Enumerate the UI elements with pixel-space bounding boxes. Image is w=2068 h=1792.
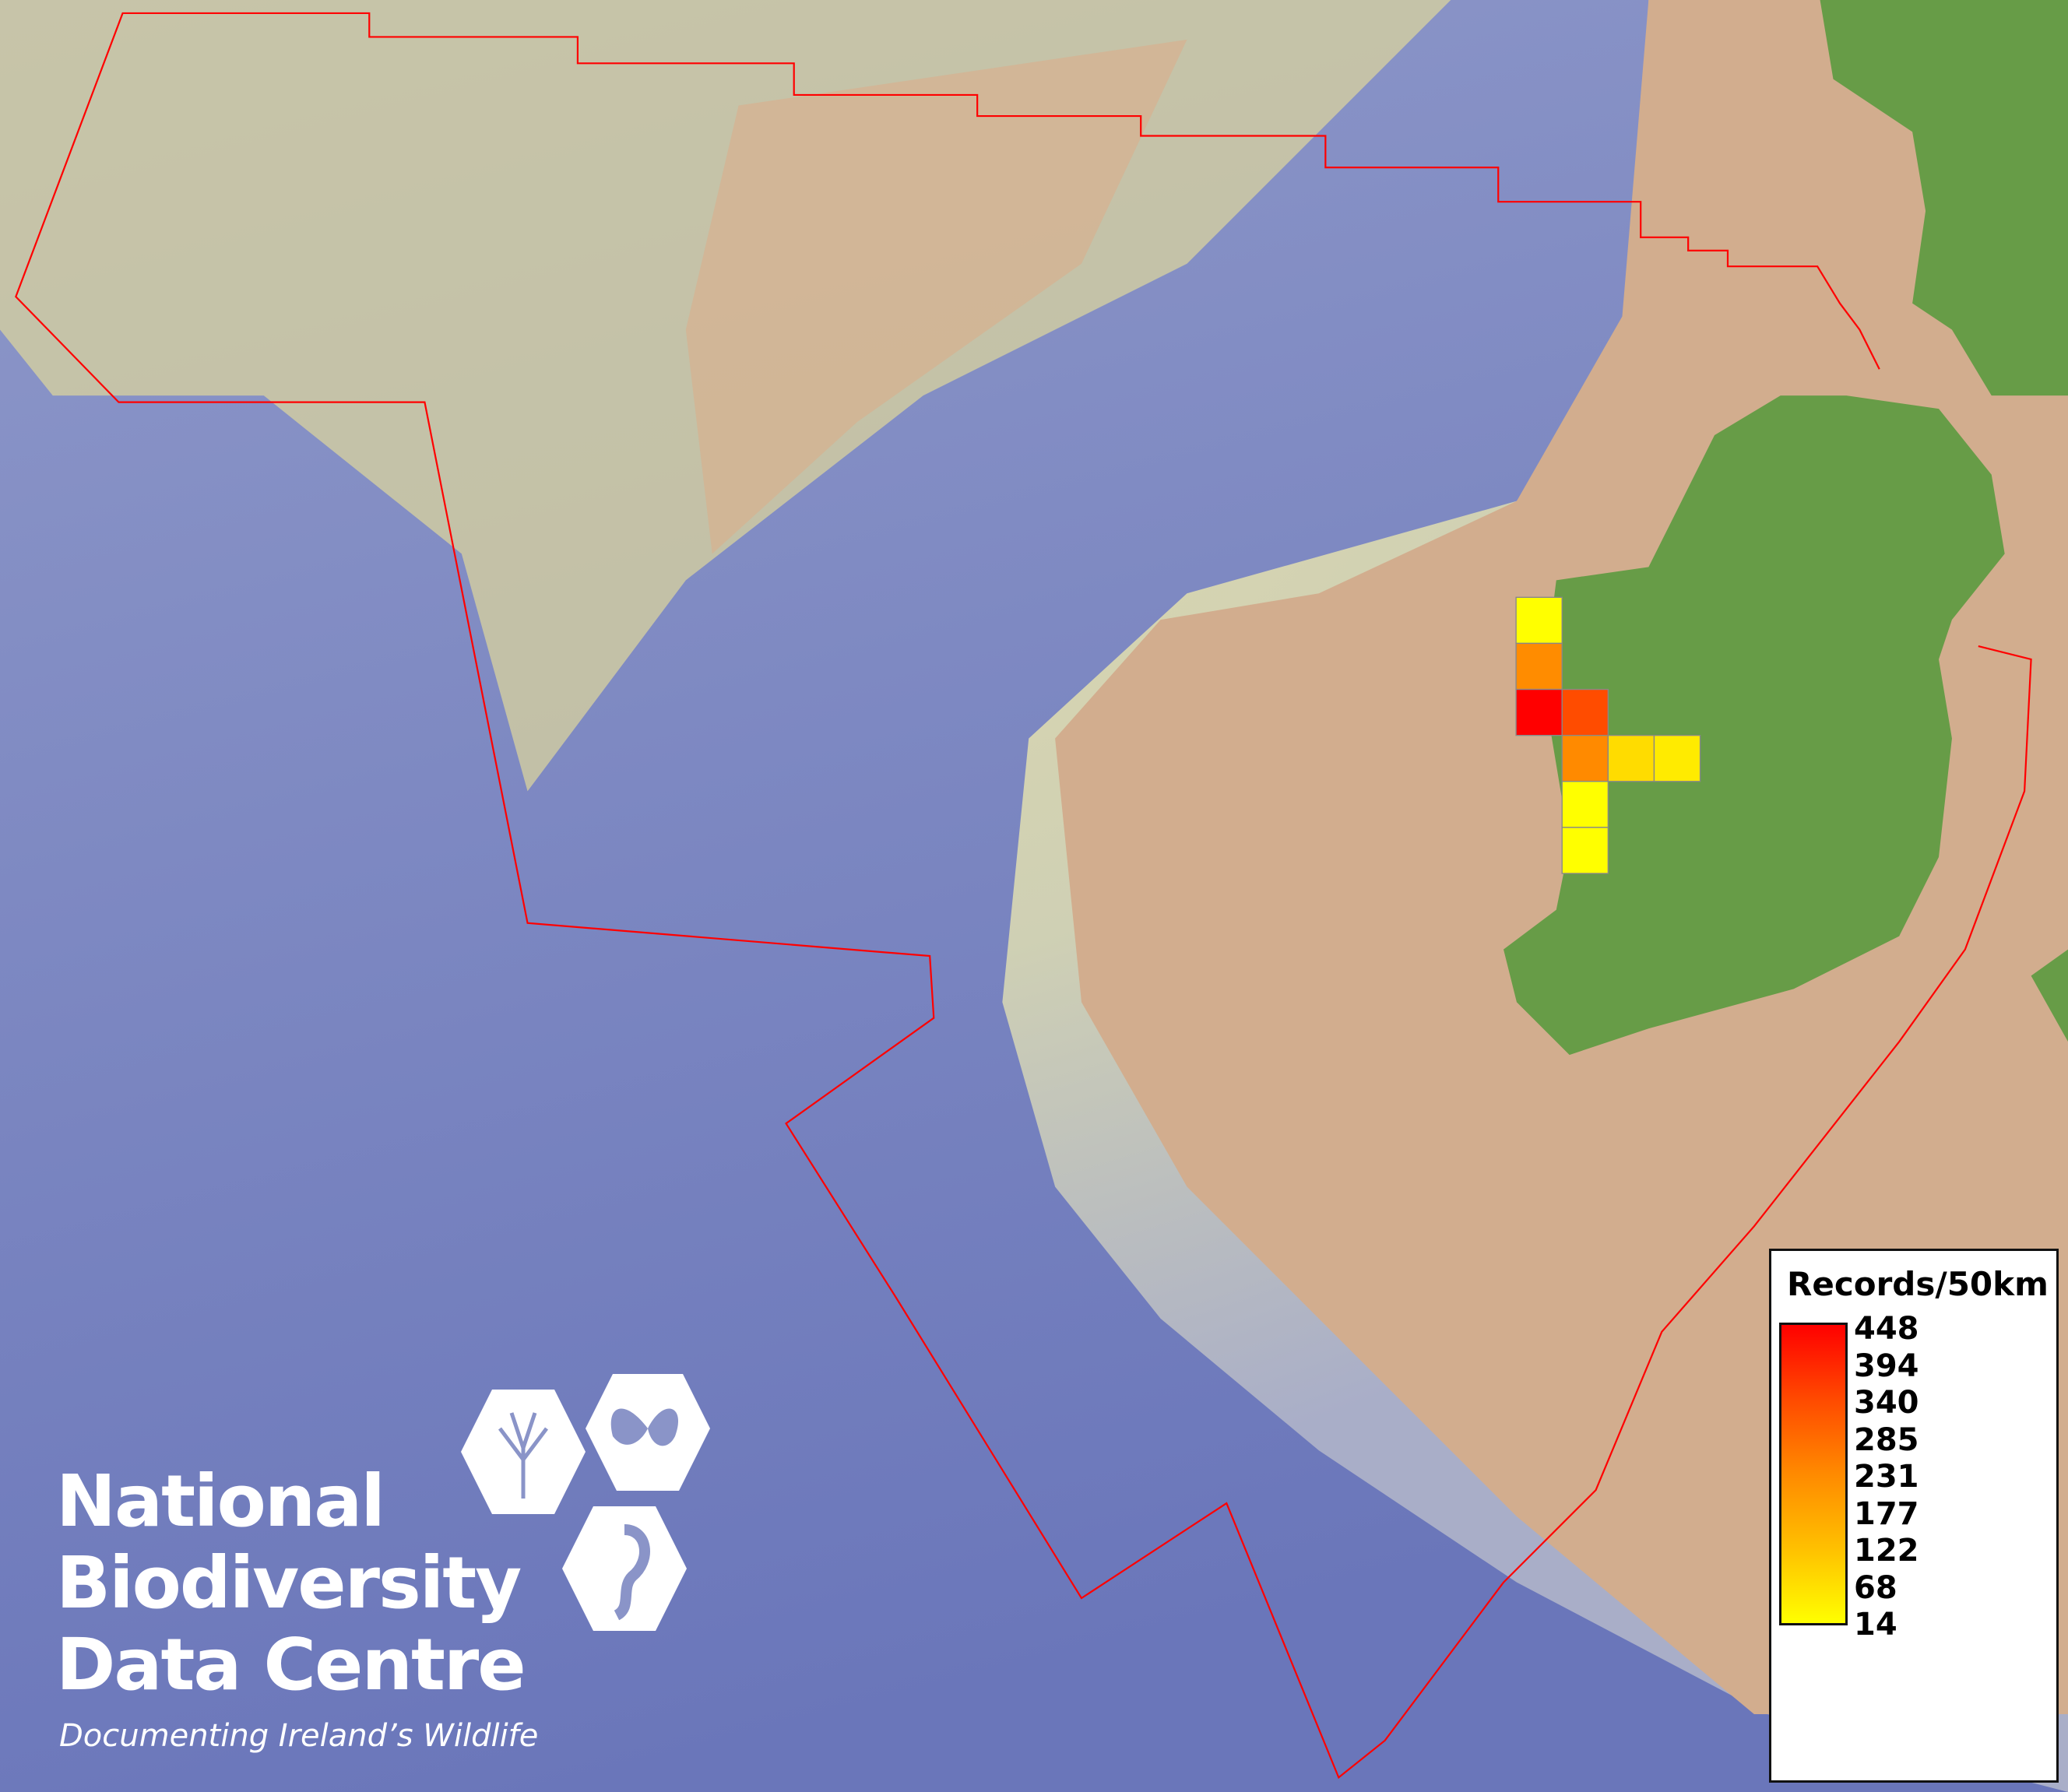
ireland-land — [1504, 395, 2005, 1056]
legend-tick-label: 285 — [1854, 1421, 1919, 1458]
seahorse-icon — [562, 1506, 687, 1631]
grid-cell[interactable] — [1561, 735, 1609, 782]
legend-tick-label: 177 — [1854, 1495, 1919, 1532]
legend-title: Records/50km — [1787, 1265, 2049, 1303]
grid-cell[interactable] — [1561, 781, 1609, 828]
legend-tick-label: 448 — [1854, 1311, 1919, 1347]
records-grid — [1515, 596, 1701, 874]
grid-cell[interactable] — [1515, 688, 1563, 736]
legend-tick-label: 14 — [1854, 1607, 1897, 1643]
logo-line-national: National — [56, 1460, 385, 1543]
nbdc-logo: National Biodiversity Data Centre Docume… — [56, 1374, 710, 1763]
grid-cell[interactable] — [1561, 827, 1609, 874]
logo-tagline: Documenting Ireland’s Wildlife — [59, 1718, 539, 1754]
logo-hexagons — [461, 1374, 710, 1631]
scotland-land — [1820, 0, 2068, 396]
porcupine-bank — [685, 39, 1187, 554]
logo-line-data-centre: Data Centre — [56, 1623, 526, 1706]
exclusive-economic-zone-boundary — [15, 12, 2032, 1780]
grid-cell[interactable] — [1515, 642, 1563, 690]
legend-color-ramp — [1779, 1323, 1848, 1625]
legend-tick-label: 231 — [1854, 1459, 1919, 1495]
legend-tick-label: 394 — [1854, 1348, 1919, 1384]
logo-line-biodiversity: Biodiversity — [56, 1541, 522, 1625]
grid-cell[interactable] — [1515, 596, 1563, 645]
butterfly-icon — [586, 1374, 710, 1491]
grid-cell[interactable] — [1561, 688, 1609, 736]
grid-cell[interactable] — [1653, 735, 1701, 782]
legend: Records/50km 448 394 340 285 231 177 122 68 14 — [1769, 1249, 2059, 1783]
legend-tick-label: 340 — [1854, 1385, 1919, 1421]
legend-tick-label: 68 — [1854, 1569, 1897, 1606]
grid-cell[interactable] — [1607, 735, 1655, 782]
wales-land — [2031, 949, 2068, 1042]
legend-tick-label: 122 — [1854, 1533, 1919, 1569]
